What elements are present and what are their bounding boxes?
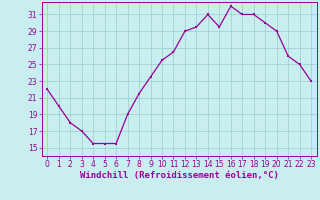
X-axis label: Windchill (Refroidissement éolien,°C): Windchill (Refroidissement éolien,°C) <box>80 171 279 180</box>
